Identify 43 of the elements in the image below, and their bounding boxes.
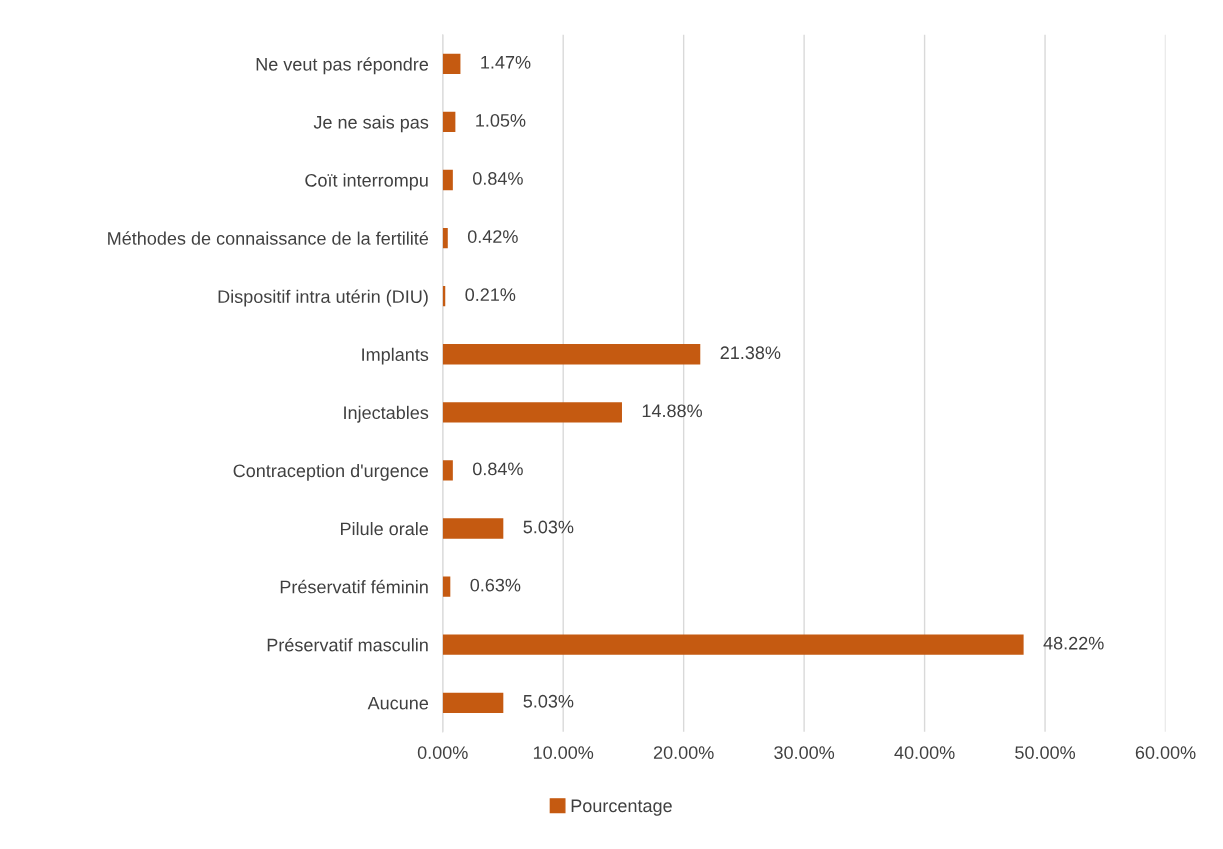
- data-label: 5.03%: [523, 520, 574, 534]
- y-tick-label: Préservatif masculin: [267, 637, 428, 652]
- y-tick-label: Méthodes de connaissance de la fertilité: [108, 231, 429, 245]
- x-tick-label: 30.00%: [774, 746, 835, 759]
- y-tick-label: Coït interrompu: [305, 173, 428, 191]
- y-tick-label: Je ne sais pas: [313, 115, 429, 133]
- legend-label: Pourcentage: [571, 799, 672, 816]
- y-tick-label: Implants: [362, 347, 429, 365]
- y-tick-label: Ne veut pas répondre: [256, 57, 429, 75]
- bar: [442, 402, 622, 423]
- data-label: 48.22%: [1043, 636, 1104, 650]
- data-label: 21.38%: [720, 346, 781, 360]
- bar: [442, 634, 1024, 655]
- data-label: 0.84%: [472, 462, 523, 476]
- bar: [442, 227, 448, 249]
- y-tick-label: Injectables: [344, 405, 429, 423]
- bar: [442, 460, 453, 481]
- y-tick-label: Préservatif féminin: [280, 579, 428, 594]
- data-label: 0.84%: [472, 172, 523, 185]
- bar: [442, 111, 456, 133]
- data-label: 0.42%: [467, 230, 518, 243]
- bar: [442, 344, 701, 365]
- bar: [442, 169, 453, 191]
- data-label: 0.63%: [470, 578, 521, 592]
- bar: [442, 518, 504, 539]
- data-label: 1.47%: [481, 55, 531, 69]
- y-tick-label: Dispositif intra utérin (DIU): [218, 289, 428, 307]
- x-tick-label: 20.00%: [653, 746, 714, 759]
- x-tick-label: 10.00%: [533, 746, 594, 759]
- y-tick-label: Contraception d'urgence: [233, 463, 429, 481]
- x-tick-label: 40.00%: [894, 746, 955, 759]
- data-label: 14.88%: [642, 404, 703, 418]
- bar: [442, 53, 461, 75]
- bar: [442, 576, 451, 597]
- data-label: 1.05%: [476, 114, 526, 127]
- x-tick-label: 60.00%: [1135, 746, 1196, 759]
- y-tick-label: Pilule orale: [341, 522, 429, 536]
- y-tick-label: Aucune: [367, 696, 429, 710]
- data-label: 5.03%: [523, 694, 574, 708]
- data-label: 0.21%: [465, 288, 516, 302]
- x-tick-label: 50.00%: [1015, 746, 1076, 759]
- x-tick-label: 0.00%: [417, 746, 468, 759]
- bar: [442, 692, 504, 713]
